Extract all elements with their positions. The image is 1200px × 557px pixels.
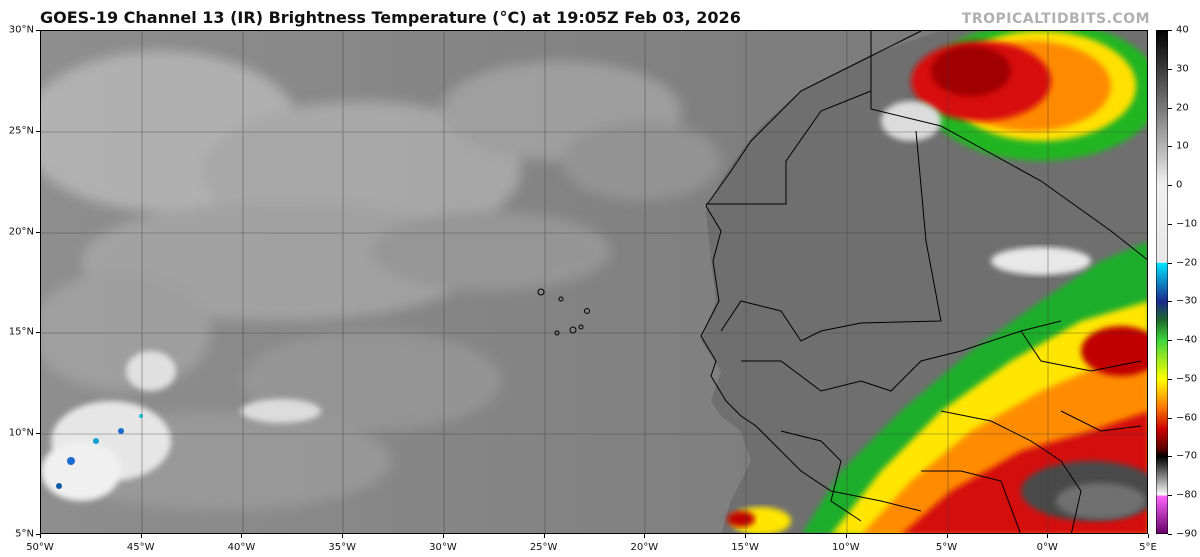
latitude-label: 15°N <box>8 326 34 338</box>
colorbar-label: 30 <box>1176 63 1189 75</box>
colorbar-label: 20 <box>1176 102 1189 114</box>
colorbar-label: −50 <box>1176 373 1198 385</box>
latitude-tick <box>36 130 40 132</box>
longitude-tick <box>745 534 747 538</box>
colorbar-label: 10 <box>1176 140 1189 152</box>
longitude-label: 40°W <box>227 542 256 553</box>
longitude-label: 20°W <box>630 542 659 553</box>
longitude-tick <box>442 534 444 538</box>
colorbar-tick <box>1168 340 1172 342</box>
cloud-cluster-southwest <box>41 351 321 501</box>
colorbar-tick <box>1168 223 1172 225</box>
storm-northeast <box>881 31 1147 161</box>
colorbar-tick <box>1168 262 1172 264</box>
latitude-tick <box>36 433 40 435</box>
longitude-tick <box>946 534 948 538</box>
longitude-label: 5°E <box>1139 542 1157 553</box>
colorbar-label: 0 <box>1176 179 1183 191</box>
colorbar-tick <box>1168 378 1172 380</box>
longitude-label: 50°W <box>26 542 54 553</box>
colorbar-tick <box>1168 30 1172 31</box>
colorbar-tick <box>1168 495 1172 497</box>
longitude-tick <box>40 534 41 538</box>
longitude-tick <box>845 534 847 538</box>
colorbar-tick <box>1168 456 1172 458</box>
longitude-tick <box>644 534 646 538</box>
colorbar-label: −80 <box>1176 489 1198 501</box>
colorbar-label: 40 <box>1176 24 1189 36</box>
map-title: GOES-19 Channel 13 (IR) Brightness Tempe… <box>40 8 741 27</box>
colorbar-label: −90 <box>1176 528 1198 540</box>
longitude-tick <box>140 534 142 538</box>
latitude-tick <box>36 30 40 31</box>
latitude-tick <box>36 231 40 233</box>
colorbar-tick <box>1168 185 1172 187</box>
colorbar-tick <box>1168 534 1172 535</box>
longitude-label: 25°W <box>529 542 558 553</box>
longitude-tick <box>543 534 545 538</box>
longitude-label: 5°W <box>935 542 958 553</box>
longitude-tick <box>241 534 243 538</box>
storm-southeast <box>727 241 1147 533</box>
longitude-label: 10°W <box>832 542 860 553</box>
colorbar-tick <box>1168 68 1172 70</box>
graticule <box>41 31 1147 533</box>
colorbar-fill <box>1156 30 1168 534</box>
watermark-text: TROPICALTIDBITS.COM <box>961 11 1150 27</box>
satellite-imagery <box>41 31 1147 533</box>
latitude-tick <box>36 534 40 535</box>
colorbar-tick <box>1168 301 1172 303</box>
cabo-verde-islands <box>537 288 590 336</box>
longitude-tick <box>342 534 344 538</box>
latitude-label: 20°N <box>8 226 34 238</box>
cloud-field-northwest <box>41 51 721 511</box>
latitude-label: 10°N <box>8 427 34 439</box>
colorbar-label: −40 <box>1176 334 1198 346</box>
colorbar-label: −70 <box>1176 450 1198 462</box>
longitude-label: 45°W <box>126 542 155 553</box>
longitude-tick <box>1148 534 1149 538</box>
longitude-tick <box>1047 534 1049 538</box>
colorbar-label: −30 <box>1176 295 1198 307</box>
colorbar-tick <box>1168 417 1172 419</box>
latitude-tick <box>36 332 40 334</box>
longitude-label: 0°W <box>1036 542 1058 553</box>
colorbar-tick <box>1168 107 1172 109</box>
satellite-map[interactable] <box>40 30 1148 534</box>
longitude-label: 15°W <box>731 542 759 553</box>
longitude-label: 35°W <box>328 542 356 553</box>
colorbar-label: −60 <box>1176 412 1198 424</box>
colorbar-label: −20 <box>1176 257 1198 269</box>
colorbar-tick <box>1168 146 1172 148</box>
colorbar-label: −10 <box>1176 218 1198 230</box>
coastlines-borders <box>700 31 1147 533</box>
colorbar <box>1156 30 1168 534</box>
latitude-label: 25°N <box>8 125 34 137</box>
latitude-label: 30°N <box>8 24 34 36</box>
longitude-label: 30°W <box>429 542 457 553</box>
cold-tops-southwest <box>56 414 143 489</box>
latitude-label: 5°N <box>15 528 34 540</box>
